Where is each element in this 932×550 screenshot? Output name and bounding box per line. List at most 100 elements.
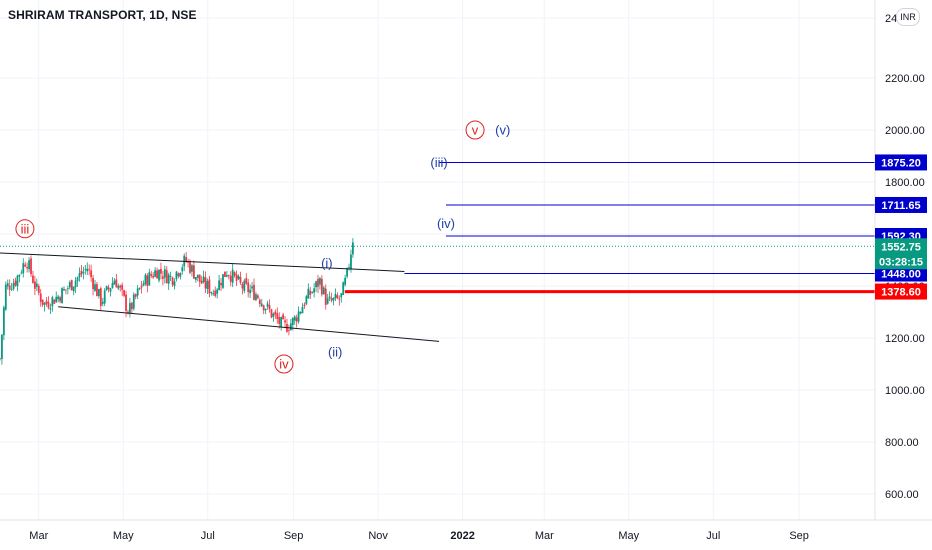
candle-body bbox=[130, 302, 133, 310]
candle-body bbox=[243, 280, 246, 292]
currency-badge[interactable]: INR bbox=[896, 8, 920, 26]
candle-body bbox=[208, 279, 211, 294]
candle-body bbox=[270, 309, 273, 318]
candle-body bbox=[173, 281, 176, 286]
candle-body bbox=[160, 268, 162, 274]
time-axis-label: Sep bbox=[789, 530, 809, 542]
candle-body bbox=[94, 284, 96, 291]
candle-body bbox=[129, 303, 131, 313]
candle-body bbox=[140, 285, 143, 288]
candle-body bbox=[101, 301, 104, 304]
candle-body bbox=[103, 290, 106, 304]
candle-body bbox=[288, 330, 290, 331]
candle-body bbox=[150, 274, 153, 276]
candle-body bbox=[278, 316, 281, 324]
candle-body bbox=[193, 265, 195, 279]
candle-body bbox=[76, 277, 79, 282]
candle-body bbox=[239, 276, 242, 283]
candle-body bbox=[332, 297, 335, 301]
candle-body bbox=[185, 257, 188, 262]
candle-body bbox=[212, 293, 215, 295]
candle-body bbox=[191, 265, 193, 272]
last-price-tag bbox=[875, 238, 927, 270]
candle-body bbox=[43, 302, 46, 306]
chart-title: SHRIRAM TRANSPORT, 1D, NSE bbox=[8, 8, 197, 22]
chart-grid bbox=[0, 0, 875, 520]
candle-body bbox=[72, 286, 75, 292]
candle-body bbox=[68, 282, 71, 288]
candle-body bbox=[99, 288, 102, 306]
candle-body bbox=[119, 285, 122, 288]
candle-body bbox=[117, 285, 120, 289]
price-axis-label-top: 24 bbox=[885, 13, 897, 25]
candle-body bbox=[338, 298, 341, 300]
price-axis-label: 1000.00 bbox=[885, 385, 925, 397]
candle-body bbox=[340, 293, 343, 298]
time-axis-label: Nov bbox=[368, 530, 388, 542]
candle-body bbox=[346, 268, 348, 277]
candle-body bbox=[10, 289, 13, 290]
candle-body bbox=[210, 292, 213, 293]
candle-body bbox=[97, 289, 100, 297]
candle-body bbox=[55, 296, 58, 303]
wave-label: (ii) bbox=[328, 345, 342, 360]
candle-body bbox=[66, 288, 69, 289]
candle-body bbox=[289, 323, 292, 331]
trendlines bbox=[0, 252, 440, 342]
candle-body bbox=[22, 263, 25, 274]
candle-body bbox=[18, 274, 21, 277]
wave-label: iv bbox=[279, 357, 289, 372]
candle-body bbox=[125, 294, 127, 311]
wave-label: iii bbox=[21, 221, 30, 236]
last-price-label: 1552.75 bbox=[881, 241, 921, 253]
candle-body bbox=[88, 269, 91, 271]
candle-body bbox=[218, 280, 221, 290]
price-axis-label: 2200.00 bbox=[885, 73, 925, 85]
candle-body bbox=[111, 283, 114, 289]
candle-body bbox=[320, 278, 323, 295]
candle-body bbox=[305, 296, 308, 305]
candle-body bbox=[334, 293, 337, 299]
candle-body bbox=[202, 276, 205, 283]
price-level-tag-label: 1711.65 bbox=[881, 200, 920, 212]
candle-body bbox=[231, 269, 234, 283]
candle-body bbox=[12, 283, 15, 289]
candle-body bbox=[204, 277, 207, 289]
candle-body bbox=[303, 304, 306, 307]
candle-body bbox=[158, 269, 160, 281]
candle-body bbox=[249, 289, 252, 294]
candle-body bbox=[132, 294, 135, 309]
candle-body bbox=[163, 269, 166, 278]
candle-body bbox=[138, 287, 141, 290]
candle-body bbox=[26, 267, 29, 269]
candle-body bbox=[253, 284, 255, 300]
candle-body bbox=[266, 303, 269, 307]
candle-body bbox=[47, 302, 50, 308]
candle-body bbox=[34, 281, 36, 289]
candle-body bbox=[342, 282, 345, 295]
time-axis-label: Mar bbox=[535, 530, 554, 542]
candle-body bbox=[224, 271, 226, 277]
candle-body bbox=[227, 275, 230, 277]
candle-body bbox=[92, 277, 94, 289]
wave-label: v bbox=[472, 123, 479, 138]
candle-body bbox=[65, 289, 67, 291]
wave-label: (iii) bbox=[430, 155, 447, 170]
candle-body bbox=[57, 296, 60, 300]
candle-body bbox=[179, 272, 182, 277]
candle-body bbox=[194, 276, 197, 280]
candle-body bbox=[14, 280, 17, 286]
candle-body bbox=[293, 316, 296, 321]
candle-body bbox=[78, 273, 81, 278]
wave-labels: iii iv v (v) (iii) (iv) (i) (ii) bbox=[15, 120, 510, 374]
time-axis-label: Mar bbox=[29, 530, 48, 542]
candle-body bbox=[247, 282, 250, 293]
wave-label: (v) bbox=[495, 123, 510, 138]
price-level-tag bbox=[875, 154, 927, 171]
time-axis[interactable]: Mar May Jul Sep Nov 2022 Mar May Jul Sep bbox=[29, 530, 809, 542]
candle-body bbox=[24, 264, 27, 267]
candle-body bbox=[80, 270, 83, 275]
candle-body bbox=[295, 317, 298, 322]
candle-body bbox=[41, 299, 44, 305]
